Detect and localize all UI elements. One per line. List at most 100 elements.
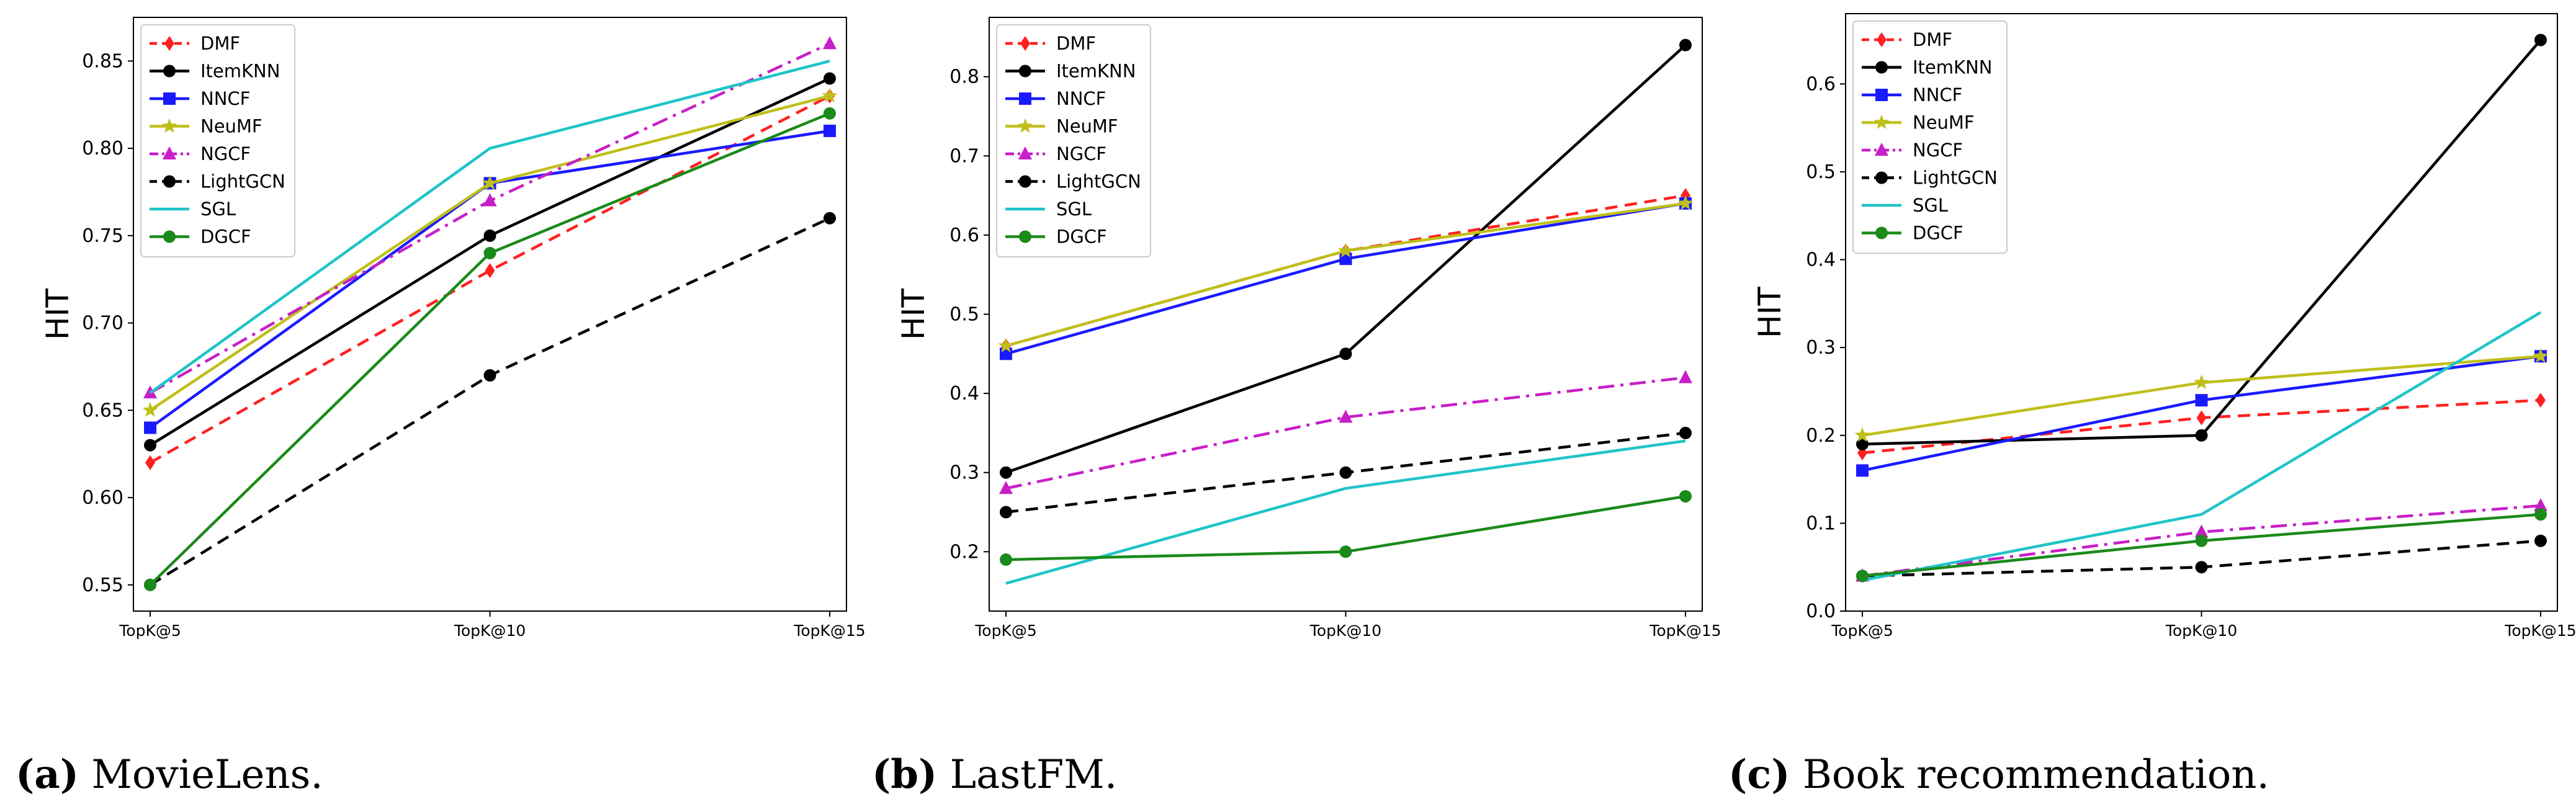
data-point: [1000, 347, 1012, 360]
series-itemknn: [144, 72, 836, 452]
data-point: [1854, 427, 1870, 442]
legend-item-neumf: NeuMF: [1862, 112, 1975, 133]
data-point: [483, 246, 496, 259]
legend-item-sgl: SGL: [150, 199, 236, 220]
legend-label: DGCF: [1913, 223, 1963, 244]
data-point: [1856, 570, 1869, 583]
series-line: [1005, 439, 1686, 585]
legend-swatch-marker: [1019, 230, 1031, 243]
caption-label: (b): [872, 751, 937, 798]
series-line: [1005, 194, 1686, 347]
data-point: [1000, 466, 1012, 479]
y-tick-label: 0.8: [949, 66, 979, 88]
panel-caption: (a) MovieLens.: [16, 751, 323, 798]
data-point: [2536, 393, 2546, 408]
data-point: [145, 455, 155, 470]
data-point: [1856, 464, 1869, 477]
data-point: [2534, 534, 2547, 547]
y-tick-label: 0.0: [1806, 601, 1836, 622]
y-axis-label: HIT: [895, 288, 931, 340]
y-tick-label: 0.60: [82, 487, 123, 509]
data-point: [998, 337, 1014, 353]
legend-item-ngcf: NGCF: [1005, 143, 1106, 164]
caption-label: (a): [16, 751, 79, 798]
series-neumf: [1854, 348, 2549, 442]
legend-swatch-marker: [1875, 171, 1888, 184]
series-sgl: [1005, 439, 1686, 585]
data-point: [1679, 370, 1692, 383]
data-point: [2534, 498, 2547, 512]
panel-caption: (c) Book recommendation.: [1728, 751, 2269, 798]
y-axis-label: HIT: [1752, 287, 1788, 338]
x-tick-label: TopK@10: [2165, 622, 2237, 640]
y-tick-label: 0.80: [82, 138, 123, 159]
y-tick-label: 0.3: [949, 462, 979, 484]
data-point: [823, 36, 837, 50]
x-tick-label: TopK@10: [454, 622, 526, 640]
data-point: [483, 369, 496, 382]
legend: DMF ItemKNN NNCF NeuMF NGCF LightGCN SGL DGCF: [140, 24, 295, 257]
caption-title: MovieLens.: [79, 752, 323, 798]
x-tick-label: TopK@5: [119, 622, 181, 640]
caption-title: LastFM.: [937, 752, 1117, 798]
legend-item-dgcf: DGCF: [150, 226, 251, 248]
legend-item-ngcf: NGCF: [150, 143, 251, 164]
y-tick-label: 0.70: [82, 313, 123, 334]
legend-label: NGCF: [1056, 143, 1106, 164]
data-point: [2194, 374, 2209, 390]
legend-label: ItemKNN: [1913, 57, 1992, 78]
legend-item-dmf: DMF: [1005, 33, 1096, 54]
legend-item-itemknn: ItemKNN: [1005, 61, 1136, 82]
legend-label: SGL: [1913, 195, 1948, 216]
legend-swatch-marker: [1017, 118, 1033, 133]
data-point: [142, 402, 158, 417]
data-point: [1000, 506, 1012, 519]
series-line: [149, 60, 830, 395]
legend-label: DMF: [200, 33, 240, 54]
data-point: [483, 229, 496, 242]
data-point: [144, 578, 156, 591]
data-point: [1338, 243, 1353, 257]
series-line: [149, 94, 831, 464]
legend-swatch-marker: [1875, 143, 1888, 156]
series-neumf: [998, 195, 1694, 353]
data-point: [1339, 253, 1352, 266]
series-line: [1862, 311, 2542, 582]
x-tick-label: TopK@15: [793, 622, 865, 640]
y-tick-label: 0.75: [82, 225, 123, 247]
legend-label: ItemKNN: [1056, 61, 1136, 82]
series-neumf: [142, 87, 838, 417]
legend: DMF ItemKNN NNCF NeuMF NGCF LightGCN SGL DGCF: [996, 24, 1151, 257]
data-point: [2534, 508, 2547, 521]
data-point: [2195, 429, 2208, 442]
chart-panel-1: 0.55 0.60 0.65 0.70 0.75 0.80 0.85 TopK@5 TopK@1…: [16, 17, 866, 798]
legend-label: DMF: [1056, 33, 1096, 54]
legend-item-dgcf: DGCF: [1005, 226, 1107, 248]
y-tick-label: 0.6: [1806, 73, 1836, 95]
legend-swatch-marker: [163, 230, 176, 243]
legend-swatch-marker: [163, 175, 176, 188]
caption-title: Book recommendation.: [1790, 752, 2269, 798]
legend-label: NNCF: [200, 88, 250, 109]
legend-swatch-marker: [1018, 146, 1032, 159]
legend-item-lightgcn: LightGCN: [1005, 171, 1141, 192]
data-point: [824, 72, 836, 85]
legend-swatch-marker: [161, 118, 177, 133]
data-point: [822, 87, 838, 103]
data-point: [485, 263, 495, 279]
legend-box: [1852, 20, 2008, 254]
y-tick-label: 0.2: [949, 541, 979, 563]
series-dgcf: [1000, 489, 1692, 566]
legend-item-neumf: NeuMF: [150, 116, 263, 137]
x-tick-label: TopK@15: [2504, 622, 2576, 640]
data-point: [1339, 545, 1352, 558]
legend-item-nncf: NNCF: [1862, 84, 1962, 105]
x-tick-label: TopK@5: [974, 622, 1037, 640]
y-tick-label: 0.2: [1806, 425, 1836, 447]
legend-item-lightgcn: LightGCN: [150, 171, 285, 192]
legend-label: NeuMF: [1056, 116, 1118, 137]
legend-label: NeuMF: [1913, 112, 1975, 133]
y-tick-label: 0.85: [82, 50, 123, 72]
data-point: [1856, 437, 1869, 450]
